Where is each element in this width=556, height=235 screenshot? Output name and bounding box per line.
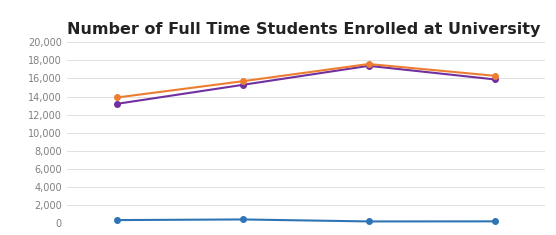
Text: Number of Full Time Students Enrolled at University: Number of Full Time Students Enrolled at… <box>67 22 540 37</box>
